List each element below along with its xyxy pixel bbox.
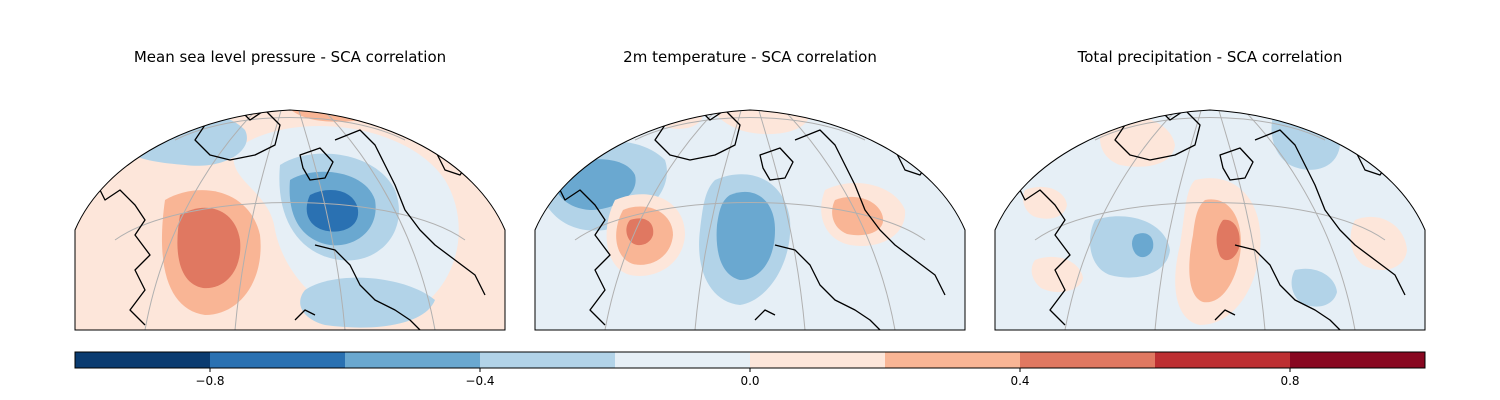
- colorbar-segment: [1290, 352, 1425, 368]
- correlation-contour: [626, 218, 654, 246]
- correlation-contour: [177, 207, 241, 289]
- colorbar-segment: [75, 352, 210, 368]
- map-frame: [74, 109, 506, 331]
- map-panel-mslp: Mean sea level pressure - SCA correlatio…: [74, 48, 506, 331]
- coastlines: [75, 110, 486, 330]
- map-frame: [534, 109, 966, 331]
- map-frame: [994, 109, 1426, 331]
- correlation-contour: [651, 110, 703, 129]
- correlation-contour: [1090, 216, 1170, 278]
- colorbar-segment: [615, 352, 750, 368]
- colorbar-tick-label: 0.0: [740, 374, 759, 388]
- map-panel-tp: Total precipitation - SCA correlation: [994, 48, 1426, 331]
- correlation-contour: [1132, 233, 1154, 258]
- colorbar-segment: [1155, 352, 1290, 368]
- colorbar-segment: [480, 352, 615, 368]
- colorbar-tick-label: −0.8: [195, 374, 224, 388]
- correlation-contour: [1216, 219, 1240, 261]
- correlation-contour: [301, 80, 375, 110]
- colorbar-segment: [210, 352, 345, 368]
- map-panel-t2m: 2m temperature - SCA correlation: [534, 48, 966, 331]
- colorbar-tick-label: 0.4: [1010, 374, 1029, 388]
- correlation-contour: [1100, 116, 1175, 167]
- panel-title: Total precipitation - SCA correlation: [1077, 48, 1343, 66]
- graticule: [1034, 110, 1386, 330]
- colorbar-segment: [885, 352, 1020, 368]
- colorbar-segment: [750, 352, 885, 368]
- graticule: [114, 110, 466, 330]
- colorbar: −0.8 −0.4 0.0 0.4 0.8: [74, 351, 1426, 388]
- correlation-contour: [306, 190, 359, 232]
- correlation-contour: [872, 110, 935, 145]
- coastlines: [535, 110, 946, 330]
- colorbar-tick-label: 0.8: [1280, 374, 1299, 388]
- colorbar-ticks: −0.8 −0.4 0.0 0.4 0.8: [195, 368, 1300, 388]
- correlation-contour: [1350, 216, 1407, 270]
- correlation-contour: [1291, 268, 1337, 307]
- colorbar-segments: [75, 352, 1425, 368]
- colorbar-tick-label: −0.4: [465, 374, 494, 388]
- correlation-contour: [300, 277, 435, 328]
- panel-title: Mean sea level pressure - SCA correlatio…: [134, 48, 446, 66]
- correlation-contour: [716, 191, 775, 280]
- panel-title: 2m temperature - SCA correlation: [623, 48, 877, 66]
- correlation-contour: [1023, 186, 1067, 219]
- graticule: [574, 110, 926, 330]
- colorbar-segment: [1020, 352, 1155, 368]
- colorbar-segment: [345, 352, 480, 368]
